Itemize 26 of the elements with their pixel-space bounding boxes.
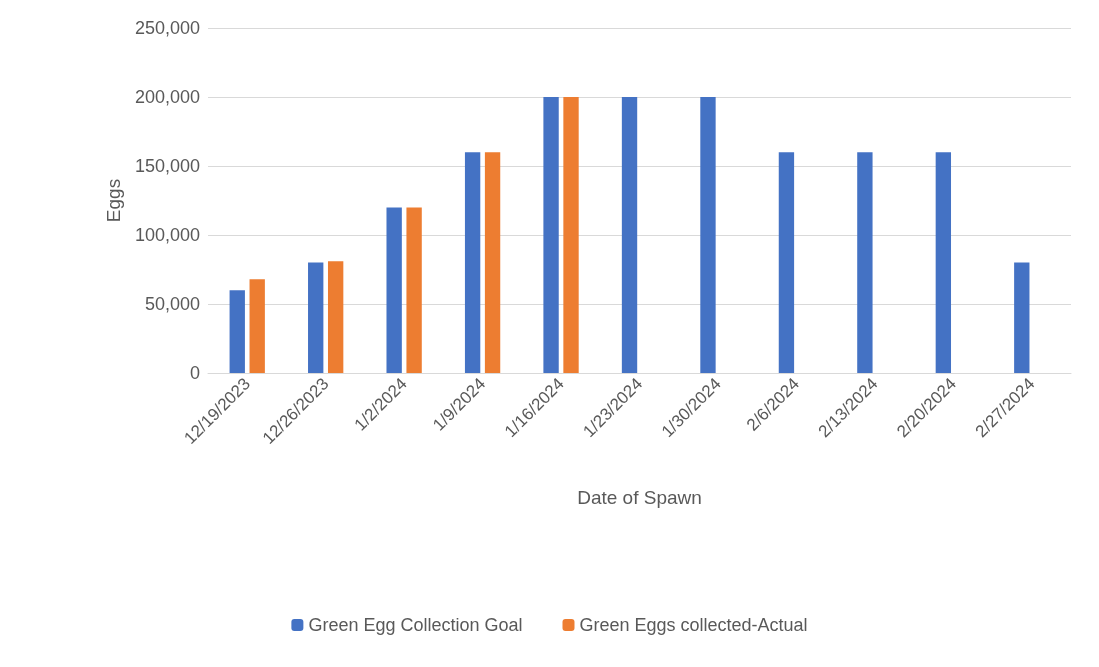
bar <box>249 279 265 373</box>
bar <box>563 97 579 373</box>
bar <box>308 262 324 373</box>
bar <box>857 152 873 373</box>
bar <box>406 207 422 373</box>
bar <box>778 152 795 373</box>
bar <box>935 152 952 373</box>
y-tick-label: 0 <box>189 363 200 383</box>
y-axis-title: Eggs <box>103 178 124 223</box>
y-tick-label: 50,000 <box>144 294 200 314</box>
y-tick-label: 100,000 <box>134 225 200 245</box>
bar <box>386 207 402 373</box>
y-tick-label: 200,000 <box>134 87 200 107</box>
bar <box>464 152 481 373</box>
legend-label: Green Egg Collection Goal <box>308 615 523 635</box>
bar <box>700 97 716 373</box>
legend-label: Green Eggs collected-Actual <box>579 615 808 635</box>
x-axis-title: Date of Spawn <box>577 487 702 508</box>
bar <box>621 97 638 373</box>
bar <box>327 261 344 373</box>
y-tick-label: 250,000 <box>134 18 200 38</box>
bar <box>484 152 501 373</box>
bar <box>543 97 559 373</box>
bar <box>1014 262 1030 373</box>
bar <box>229 290 245 373</box>
y-tick-label: 150,000 <box>134 156 200 176</box>
